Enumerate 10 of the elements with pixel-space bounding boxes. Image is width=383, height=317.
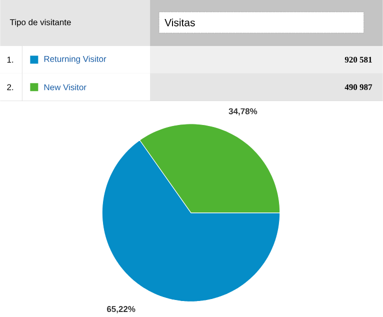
text: 1. bbox=[7, 56, 14, 63]
text: 65,22% bbox=[106, 306, 136, 314]
legend-label: Returning Visitor bbox=[44, 56, 106, 64]
data-label: 920 581 bbox=[344, 57, 372, 63]
legend-label: New Visitor bbox=[44, 84, 86, 90]
data-label: 490 987 bbox=[344, 84, 372, 90]
text: 34,78% bbox=[228, 108, 258, 116]
legend-title: Tipo de visitante bbox=[10, 19, 71, 28]
text: 2. bbox=[7, 84, 14, 90]
text: Visitas bbox=[164, 18, 195, 27]
